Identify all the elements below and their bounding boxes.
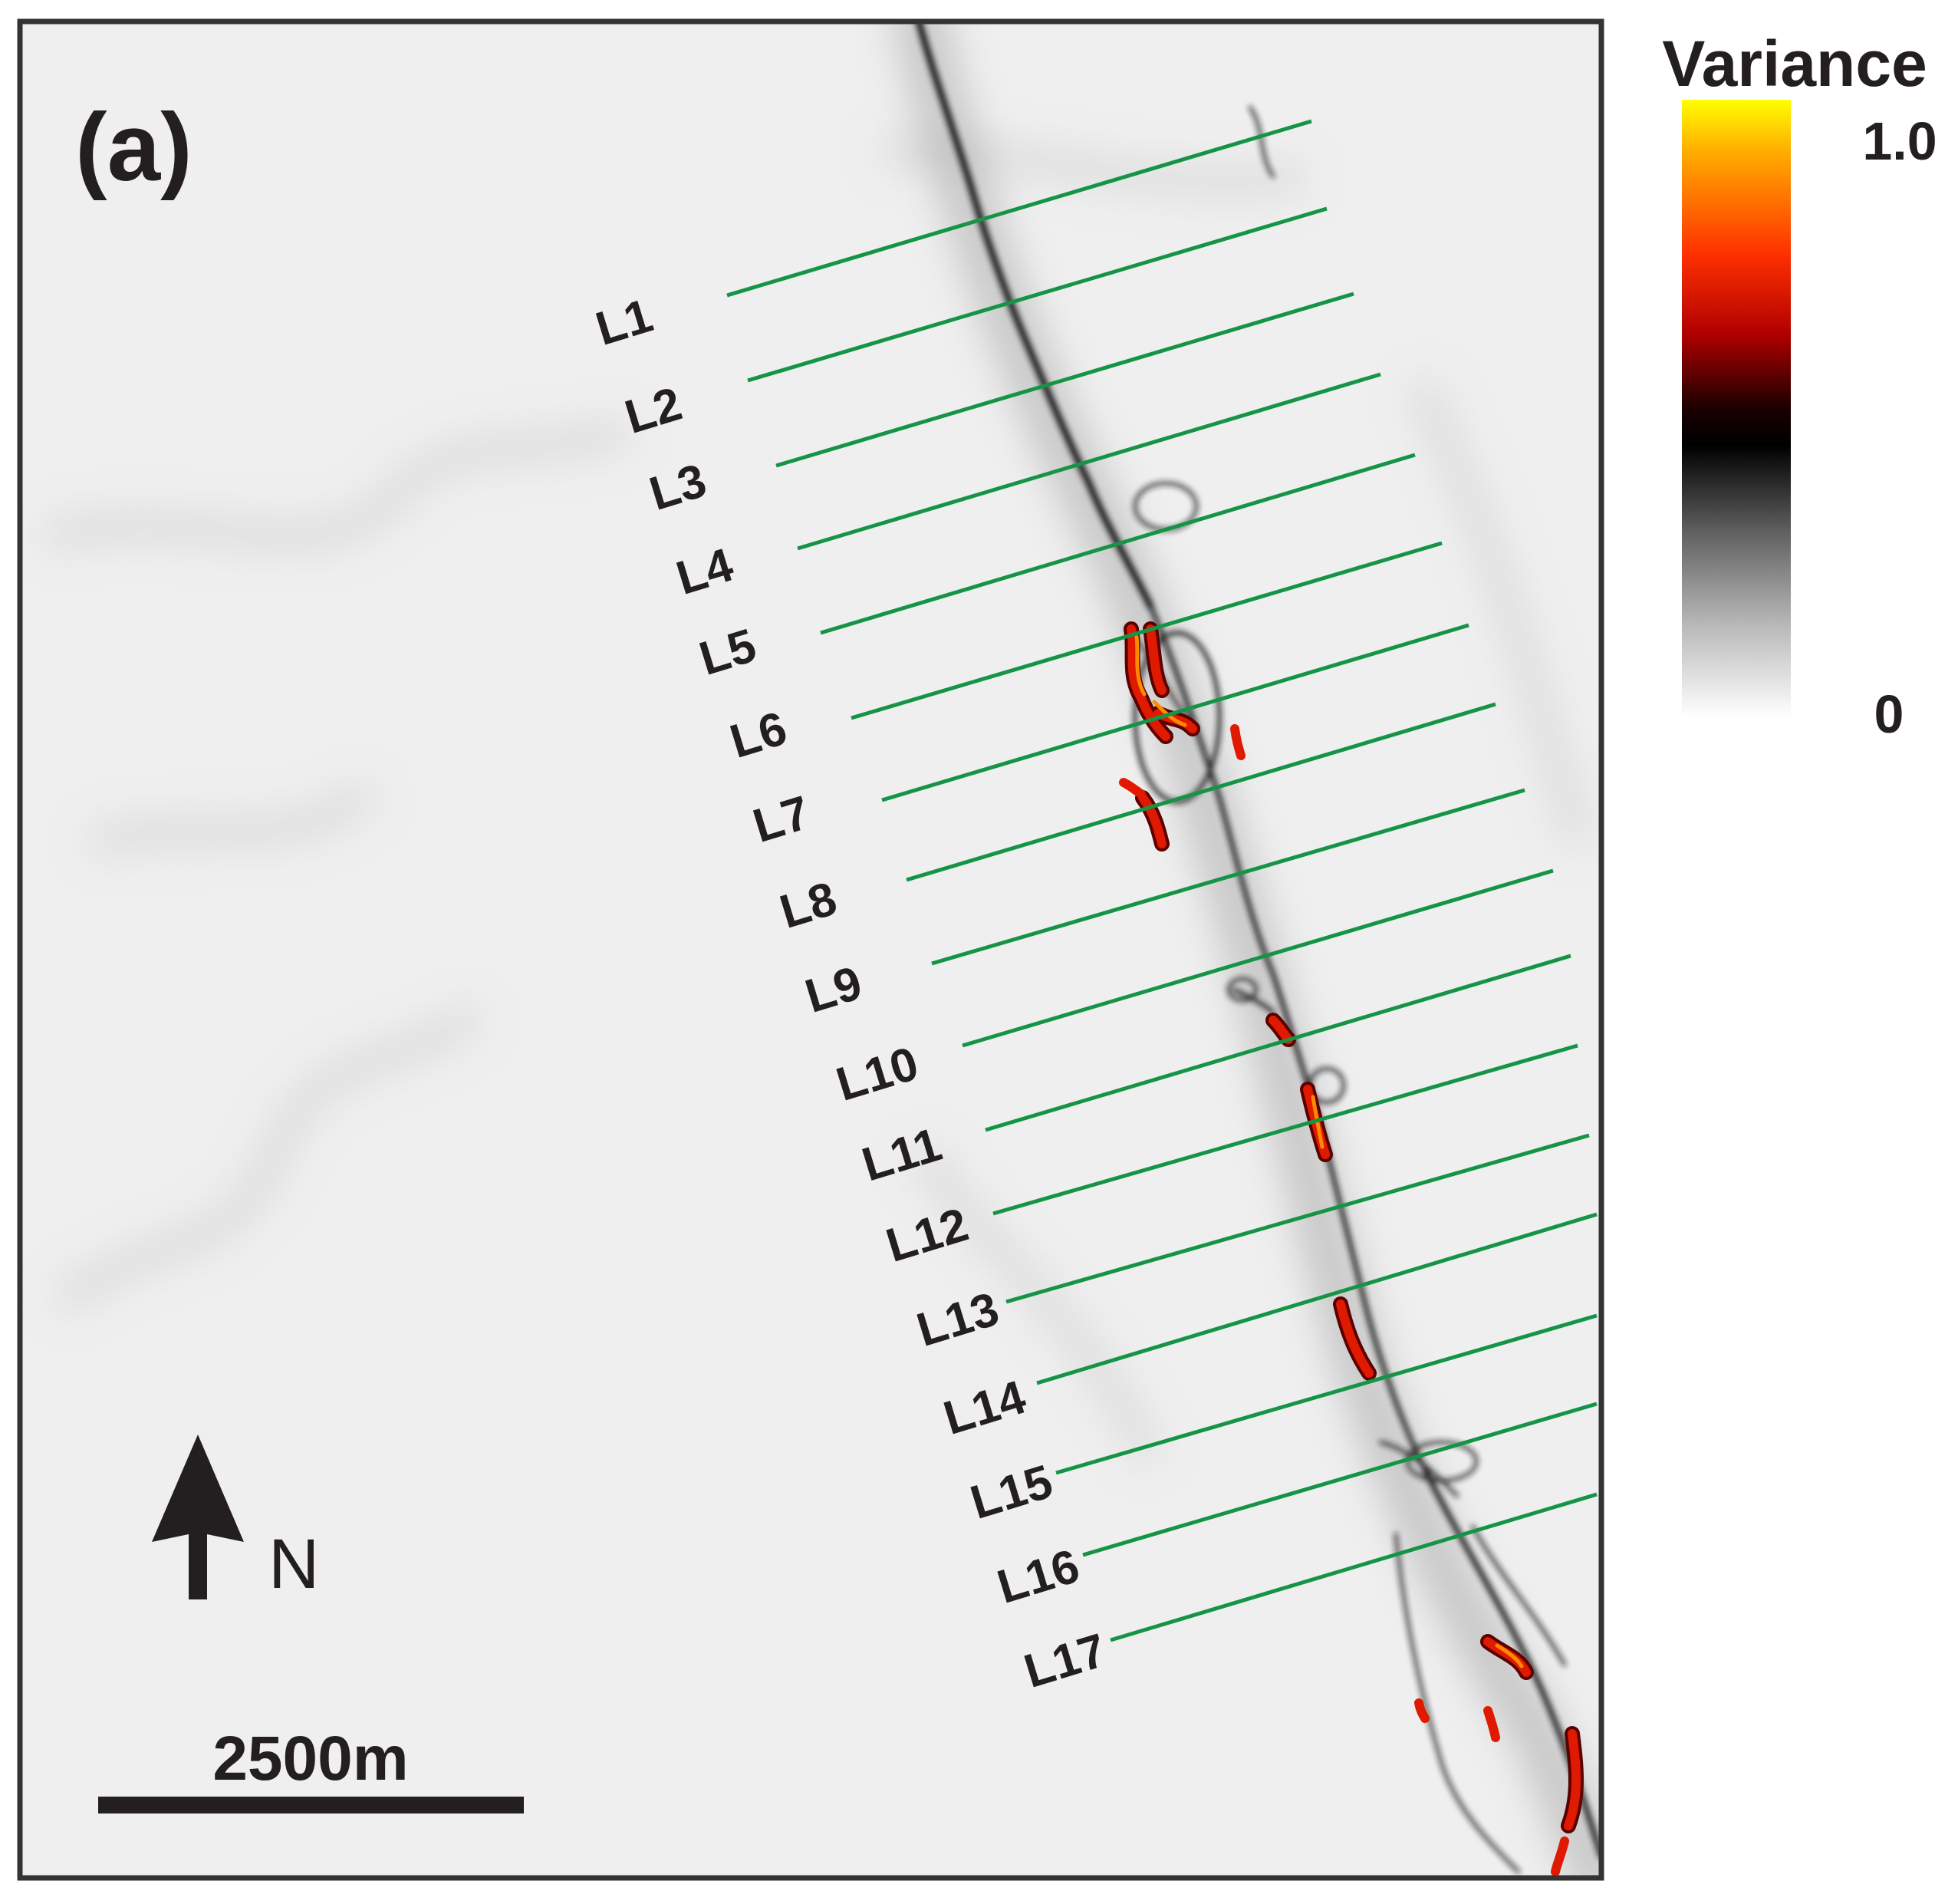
survey-line-l9 <box>931 788 1525 966</box>
scale-bar: 2500m <box>98 1724 524 1813</box>
survey-line-l8 <box>906 702 1496 882</box>
survey-line-l10 <box>962 868 1554 1048</box>
survey-line-l12 <box>992 1043 1578 1216</box>
survey-line-l6 <box>851 541 1443 720</box>
survey-line-l2 <box>747 206 1328 383</box>
survey-line-l5 <box>820 453 1416 635</box>
north-arrow: N <box>152 1435 319 1603</box>
survey-line-l7 <box>881 623 1469 802</box>
survey-line-l14 <box>1036 1212 1598 1385</box>
high-variance-anomalies <box>1119 621 1584 1876</box>
survey-line-l3 <box>775 292 1354 468</box>
survey-line-l17 <box>1110 1492 1598 1642</box>
survey-line-l11 <box>985 954 1571 1132</box>
legend-max-label: 1.0 <box>1862 111 1937 171</box>
panel-label: (a) <box>75 94 193 201</box>
legend-colorbar <box>1682 100 1791 717</box>
variance-map: L1L2L3L4L5L6L7L8L9L10L11L12L13L14L15L16L… <box>20 21 1601 1878</box>
legend-title: Variance <box>1662 28 1927 100</box>
map-background <box>20 21 1601 1878</box>
variance-legend: Variance 1.0 0 <box>1662 28 1937 744</box>
scale-bar-label: 2500m <box>212 1724 408 1794</box>
legend-min-label: 0 <box>1874 684 1904 744</box>
survey-line-l16 <box>1082 1402 1598 1557</box>
north-label: N <box>268 1525 319 1603</box>
survey-line-l15 <box>1055 1313 1598 1475</box>
scale-bar-line <box>98 1797 524 1813</box>
survey-line-l1 <box>726 119 1312 298</box>
survey-line-l4 <box>797 372 1381 551</box>
survey-lines <box>726 119 1598 1642</box>
survey-line-l13 <box>1005 1133 1590 1304</box>
map-frame <box>17 18 1604 1881</box>
north-arrow-icon <box>152 1435 244 1599</box>
